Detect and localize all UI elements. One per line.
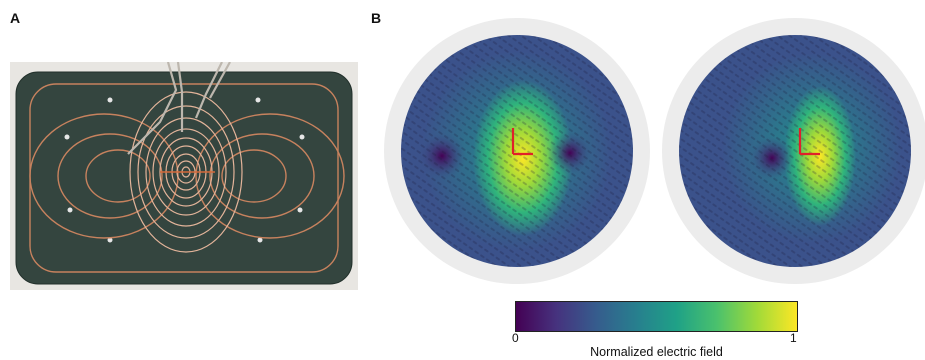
mounting-holes bbox=[64, 97, 305, 243]
coil-board-photo bbox=[10, 62, 358, 290]
axis-marker-1 bbox=[511, 128, 533, 156]
circuit-board bbox=[16, 72, 352, 284]
lead-wires bbox=[127, 62, 231, 155]
colorbar-min-label: 0 bbox=[512, 331, 519, 345]
colorbar: 0 1 Normalized electric field bbox=[512, 301, 798, 359]
axis-marker-2 bbox=[798, 128, 820, 156]
electric-field-maps bbox=[384, 18, 925, 284]
field-sphere-2 bbox=[662, 18, 925, 284]
colorbar-title: Normalized electric field bbox=[590, 345, 723, 359]
colorbar-max-label: 1 bbox=[790, 331, 797, 345]
field-sphere-1 bbox=[384, 18, 650, 284]
panel-a-label: A bbox=[10, 10, 21, 26]
panel-b-label: B bbox=[371, 10, 382, 26]
colorbar-gradient bbox=[515, 301, 798, 332]
